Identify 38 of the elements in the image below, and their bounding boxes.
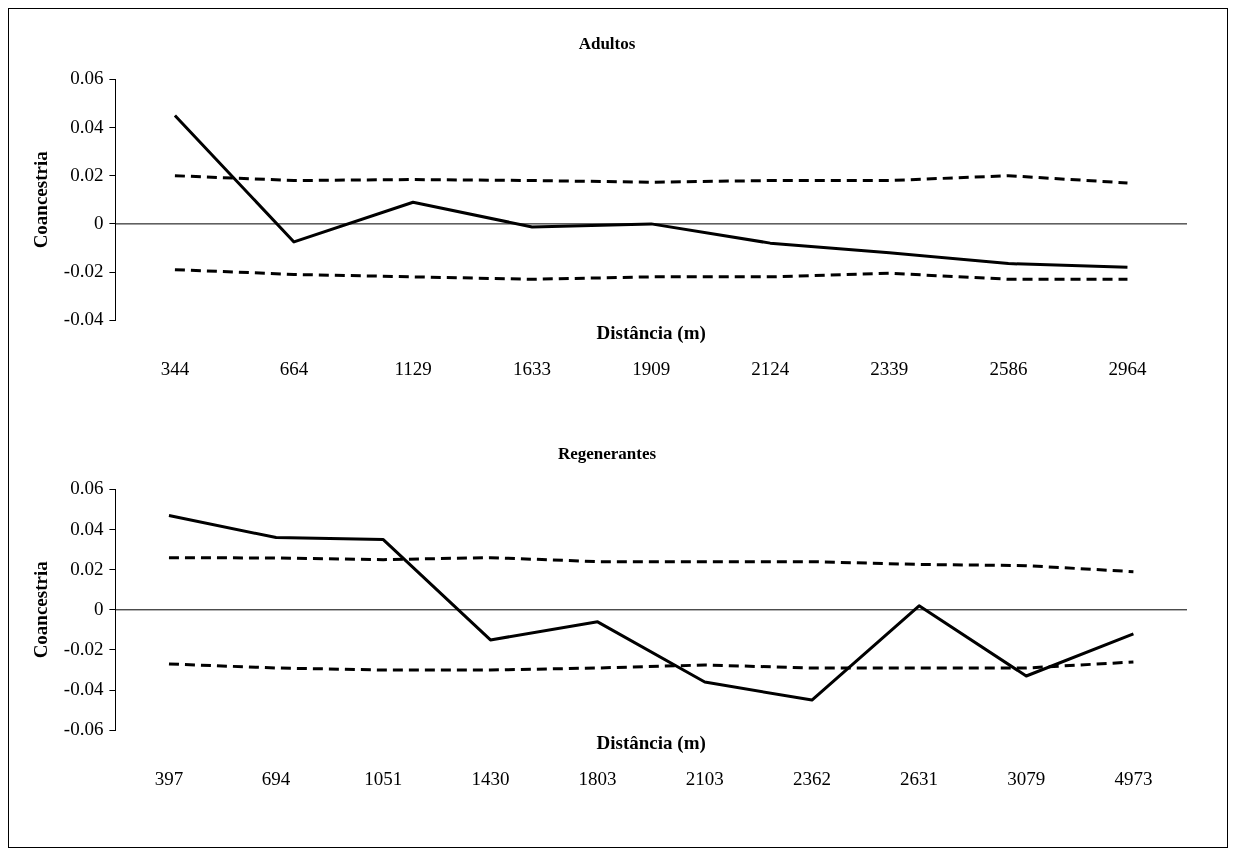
x-tick-label: 344 — [160, 357, 190, 379]
y-tick-label: 0 — [93, 211, 104, 233]
x-tick-label: 1129 — [394, 357, 432, 379]
x-tick-label: 1633 — [513, 357, 552, 379]
x-tick-label: 397 — [154, 767, 184, 789]
x-tick-label: 2586 — [989, 357, 1028, 379]
x-tick-label: 1803 — [578, 767, 617, 789]
x-tick-label: 2362 — [792, 767, 831, 789]
x-tick-label: 3079 — [1007, 767, 1046, 789]
y-tick-label: 0 — [93, 597, 104, 619]
y-tick-label: 0.04 — [70, 517, 104, 539]
y-tick-label: 0.02 — [70, 163, 104, 185]
y-tick-label: -0.02 — [63, 637, 104, 659]
y-tick-label: -0.04 — [63, 678, 104, 700]
x-tick-label: 1430 — [471, 767, 510, 789]
x-tick-label: 2339 — [870, 357, 909, 379]
y-axis-title: Coancestria — [30, 150, 52, 249]
x-tick-label: 2631 — [900, 767, 939, 789]
x-axis-title: Distância (m) — [596, 321, 706, 344]
x-axis-title: Distância (m) — [596, 731, 706, 754]
y-tick-label: 0.06 — [70, 67, 104, 89]
x-tick-label: 1051 — [364, 767, 403, 789]
y-tick-label: 0.06 — [70, 477, 104, 499]
x-tick-label: 4973 — [1114, 767, 1153, 789]
y-tick-label: -0.06 — [63, 718, 104, 740]
x-tick-label: 2124 — [751, 357, 790, 379]
x-tick-label: 1909 — [632, 357, 671, 379]
x-tick-label: 664 — [279, 357, 309, 379]
chart-title: Regenerantes — [557, 443, 657, 463]
y-tick-label: -0.04 — [63, 308, 104, 330]
chart-title: Adultos — [578, 33, 636, 53]
x-tick-label: 2103 — [685, 767, 724, 789]
x-tick-label: 694 — [261, 767, 291, 789]
y-tick-label: 0.02 — [70, 557, 104, 579]
x-tick-label: 2964 — [1108, 357, 1147, 379]
y-tick-label: -0.02 — [63, 260, 104, 282]
y-axis-title: Coancestria — [30, 560, 52, 659]
y-tick-label: 0.04 — [70, 115, 104, 137]
